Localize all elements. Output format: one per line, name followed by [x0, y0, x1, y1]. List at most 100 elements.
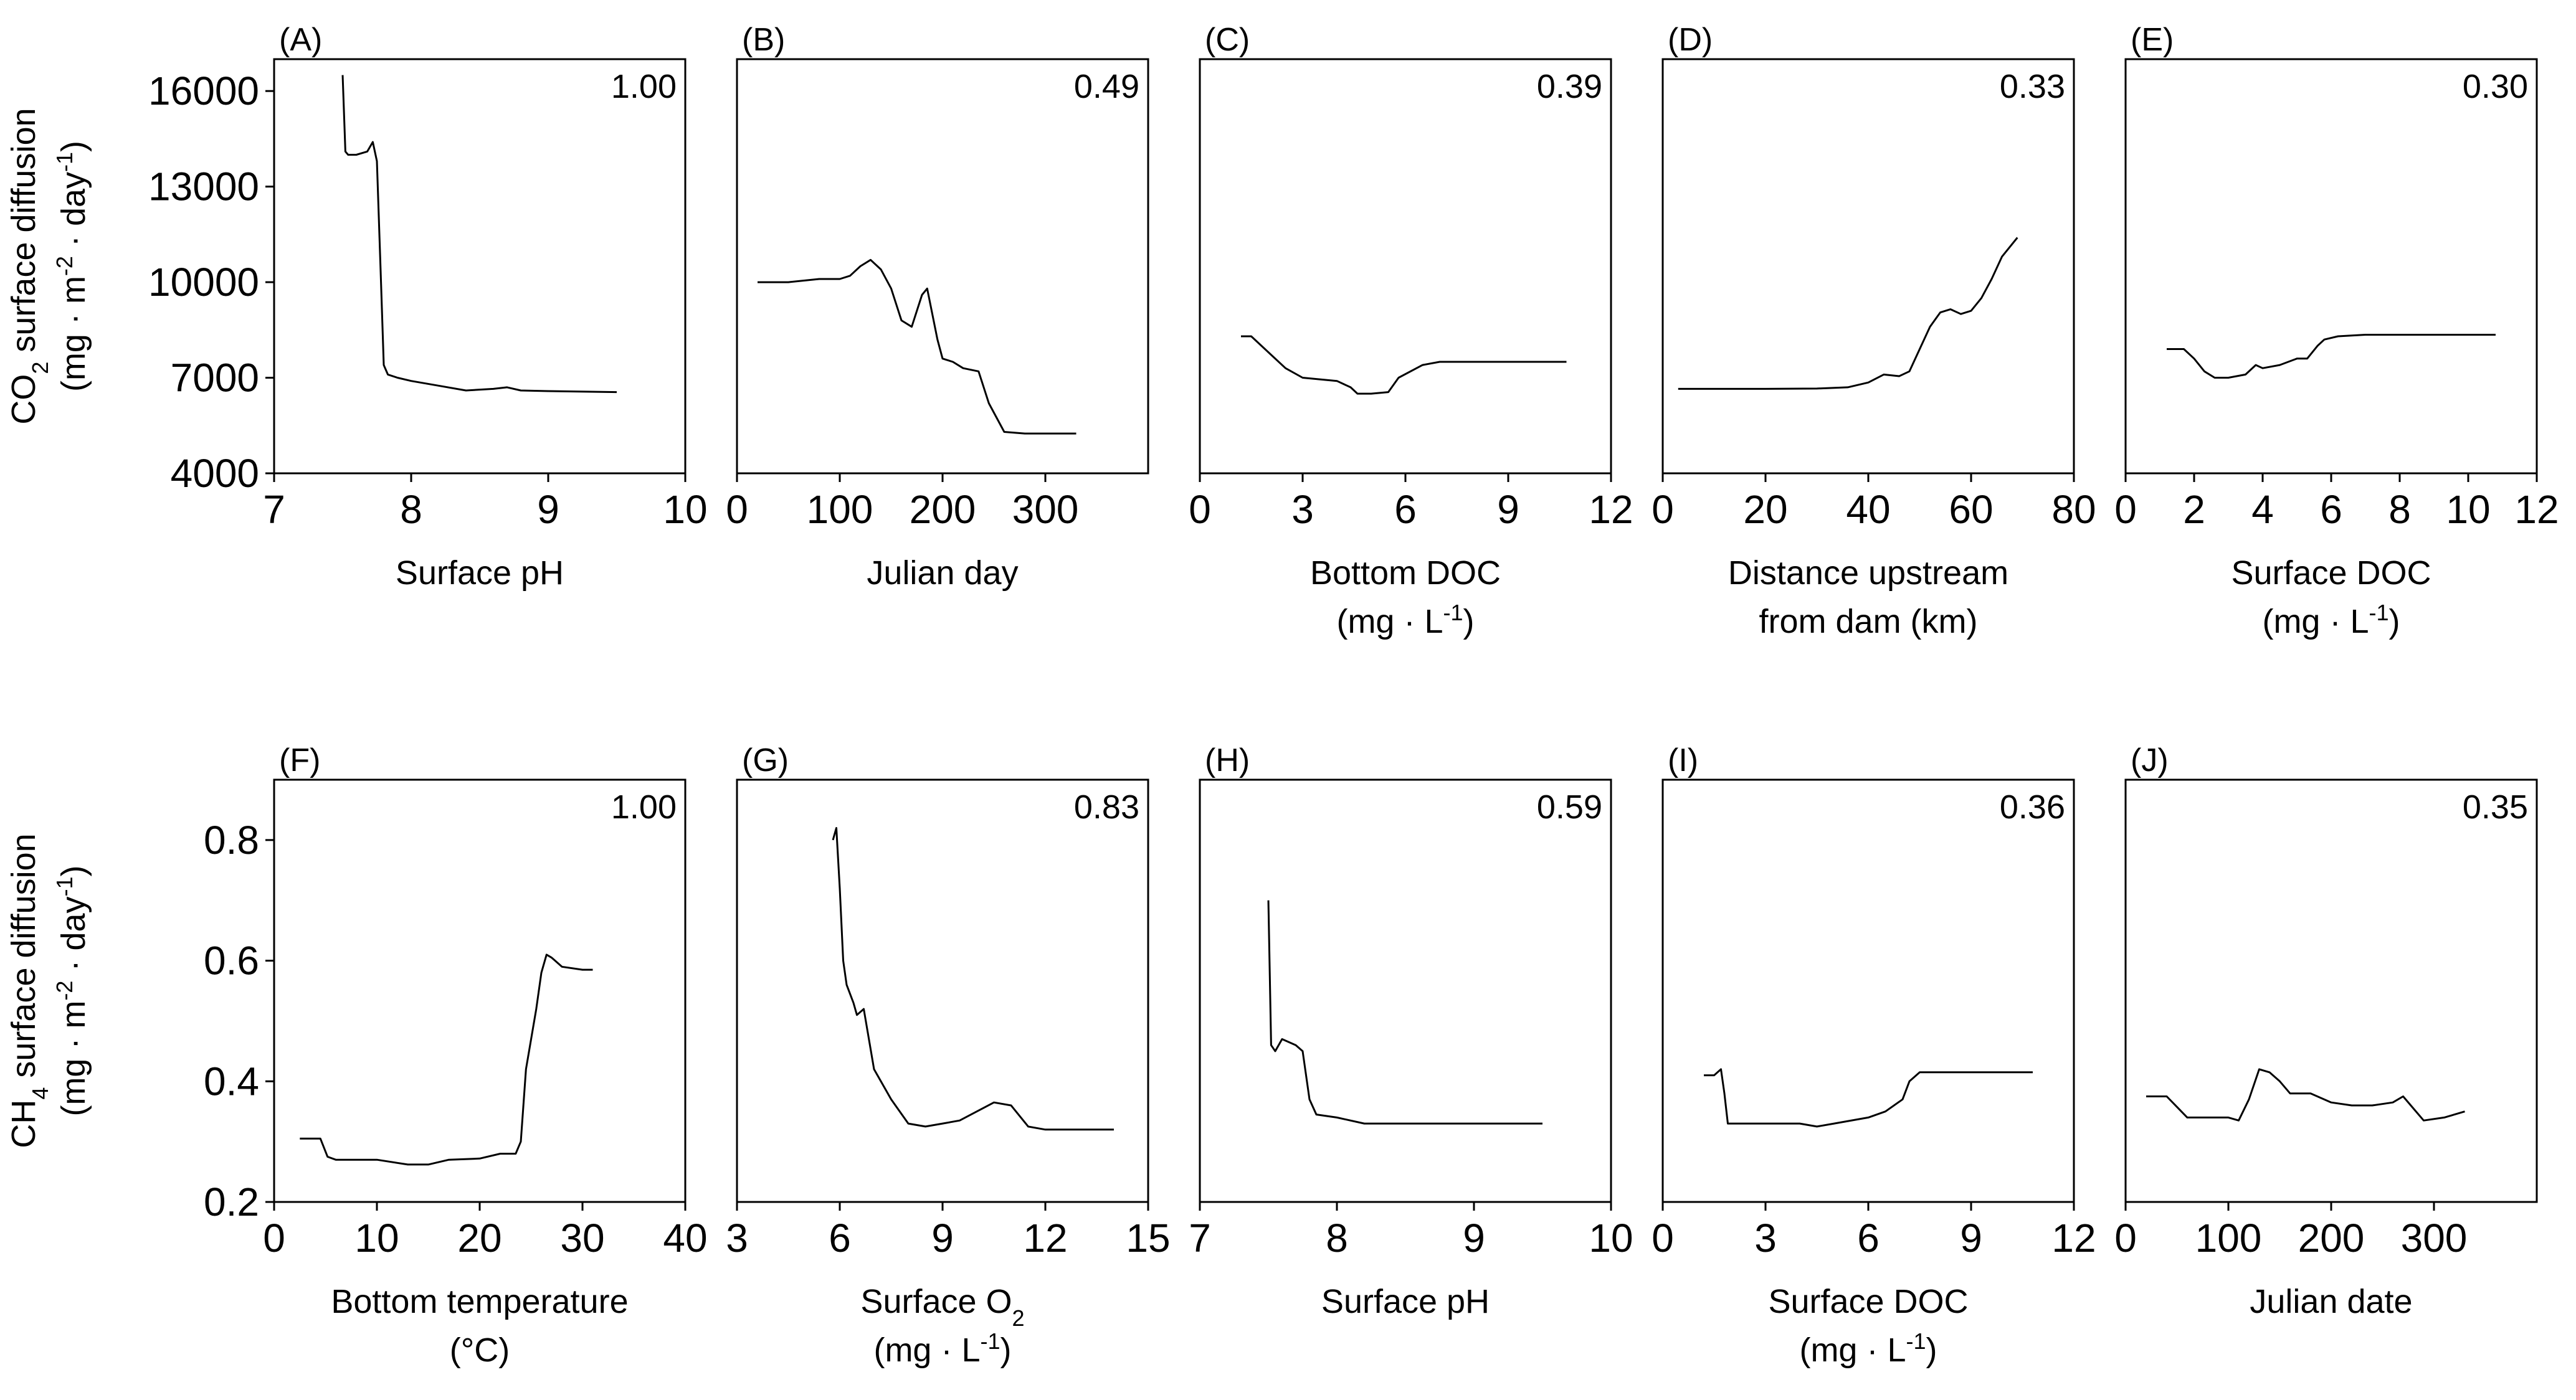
x-tick-label: 30 — [560, 1216, 604, 1260]
plot-frame — [1199, 58, 1612, 475]
partial-dependence-line — [2167, 334, 2496, 379]
panel-label: (C) — [1205, 22, 1250, 58]
importance-score: 0.30 — [2463, 68, 2528, 105]
importance-score: 0.49 — [1074, 68, 1139, 105]
x-axis-title: (mg · L-1) — [1799, 1328, 1937, 1369]
x-tick-label: 100 — [2195, 1216, 2262, 1260]
x-tick-label: 4 — [2251, 487, 2274, 532]
x-tick-label: 0 — [2114, 487, 2137, 532]
panel-label: (F) — [279, 742, 320, 778]
importance-score: 0.35 — [2463, 788, 2528, 826]
x-tick-label: 6 — [1394, 487, 1417, 532]
plot-frame — [1661, 778, 2075, 1203]
x-axis-title: (°C) — [450, 1331, 510, 1369]
partial-dependence-line — [1267, 900, 1542, 1125]
partial-dependence-line — [1678, 237, 2018, 390]
y-tick-label: 0.6 — [204, 939, 259, 983]
x-tick-label: 0 — [1189, 487, 1211, 532]
x-axis-title: from dam (km) — [1759, 603, 1978, 640]
x-axis-title: (mg · L-1) — [1336, 600, 1474, 641]
x-axis-title: Surface O2 — [860, 1283, 1024, 1331]
x-axis-title: Julian date — [2250, 1283, 2412, 1320]
partial-dependence-line — [341, 75, 617, 394]
x-tick-label: 3 — [1291, 487, 1314, 532]
panel-a: (A) 1.00 7 8 9 10 4000 7000 10000 13000 16000 Surfa… — [5, 22, 708, 592]
panels: (A)1.007 8 9 1040007000100001300016000Surfa… — [5, 22, 2559, 1369]
x-tick-label: 9 — [537, 487, 559, 532]
plot-frame — [2124, 58, 2538, 475]
plot-frame — [2124, 778, 2538, 1203]
partial-dependence-line — [300, 953, 593, 1166]
x-tick-label: 200 — [910, 487, 976, 532]
x-tick-label: 0 — [1652, 487, 1674, 532]
panel-g: (G) 0.83 3 6 9 12 15 Surface O2(mg · L-1) — [726, 742, 1170, 1369]
panel-b: (B) 0.49 0 100 200 300 Julian day — [726, 22, 1149, 592]
importance-score: 0.36 — [2000, 788, 2065, 826]
plot-frame — [736, 58, 1149, 475]
x-tick-label: 20 — [457, 1216, 501, 1260]
x-tick-label: 60 — [1949, 487, 1993, 532]
x-tick-label: 8 — [400, 487, 422, 532]
x-axis-title: Bottom temperature — [331, 1283, 628, 1320]
x-tick-label: 10 — [2446, 487, 2490, 532]
partial-dependence-line — [2146, 1068, 2465, 1122]
importance-score: 0.59 — [1537, 788, 1602, 826]
y-axis-title: (mg · m-2 · day-1) — [52, 865, 93, 1116]
x-tick-label: 8 — [1326, 1216, 1348, 1260]
panel-f: (F) 1.00 0 10 20 30 40 0.2 0.4 0.6 0.8 Bottom tempe… — [5, 742, 708, 1369]
x-tick-label: 12 — [1023, 1216, 1067, 1260]
importance-score: 0.83 — [1074, 788, 1139, 826]
x-tick-label: 7 — [263, 487, 285, 532]
y-tick-label: 10000 — [148, 260, 259, 305]
x-tick-label: 3 — [726, 1216, 748, 1260]
y-tick-label: 0.2 — [204, 1180, 259, 1224]
x-tick-label: 40 — [1846, 487, 1890, 532]
y-tick-label: 7000 — [171, 356, 259, 400]
x-tick-label: 3 — [1754, 1216, 1777, 1260]
panel-h: (H) 0.59 7 8 9 10 Surface pH — [1189, 742, 1633, 1320]
partial-dependence-line — [1241, 335, 1567, 395]
x-tick-label: 6 — [829, 1216, 851, 1260]
panel-i: (I) 0.36 0 3 6 9 12 Surface DOC (mg · L-1) — [1652, 742, 2096, 1369]
panel-label: (I) — [1668, 742, 1698, 778]
x-tick-label: 15 — [1126, 1216, 1170, 1260]
x-tick-label: 0 — [263, 1216, 285, 1260]
x-tick-label: 6 — [1857, 1216, 1880, 1260]
y-tick-label: 4000 — [171, 451, 259, 496]
panel-j: (J) 0.35 0 100 200 300 Julian date — [2114, 742, 2538, 1320]
importance-score: 1.00 — [611, 68, 677, 105]
x-tick-label: 9 — [931, 1216, 954, 1260]
x-tick-label: 10 — [663, 487, 707, 532]
plot-frame — [1661, 58, 2075, 475]
x-tick-label: 12 — [2514, 487, 2559, 532]
x-axis-title: (mg · L-1) — [2262, 600, 2400, 641]
x-tick-label: 7 — [1189, 1216, 1211, 1260]
panel-label: (H) — [1205, 742, 1250, 778]
x-tick-label: 10 — [354, 1216, 399, 1260]
x-axis-title: Surface DOC — [1768, 1283, 1968, 1320]
panel-c: (C) 0.39 0 3 6 9 12 Bottom DOC (mg · L-1) — [1189, 22, 1633, 640]
x-tick-label: 300 — [1012, 487, 1079, 532]
y-tick-label: 13000 — [148, 164, 259, 209]
plot-frame — [1199, 778, 1612, 1203]
partial-dependence-line — [758, 258, 1077, 435]
y-tick-label: 0.8 — [204, 818, 259, 863]
importance-score: 0.39 — [1537, 68, 1602, 105]
x-tick-label: 12 — [2051, 1216, 2096, 1260]
x-tick-label: 300 — [2401, 1216, 2468, 1260]
x-tick-label: 8 — [2388, 487, 2411, 532]
x-tick-label: 0 — [1652, 1216, 1674, 1260]
plot-frame — [273, 778, 687, 1203]
x-tick-label: 80 — [2051, 487, 2096, 532]
panel-label: (G) — [742, 742, 789, 778]
x-tick-label: 9 — [1960, 1216, 1982, 1260]
panel-d: (D) 0.33 0 20 40 60 80 Distance upstream from da… — [1652, 22, 2096, 640]
panel-e: (E) 0.30 0 2 4 6 8 10 12 Surface DOC (mg · L-1) — [2114, 22, 2559, 640]
x-axis-title: Surface pH — [1321, 1283, 1490, 1320]
x-axis-title: (mg · L-1) — [873, 1328, 1011, 1369]
panel-label: (A) — [279, 22, 322, 58]
partial-dependence-line — [832, 827, 1114, 1131]
panel-label: (E) — [2131, 22, 2174, 58]
panel-label: (D) — [1668, 22, 1713, 58]
